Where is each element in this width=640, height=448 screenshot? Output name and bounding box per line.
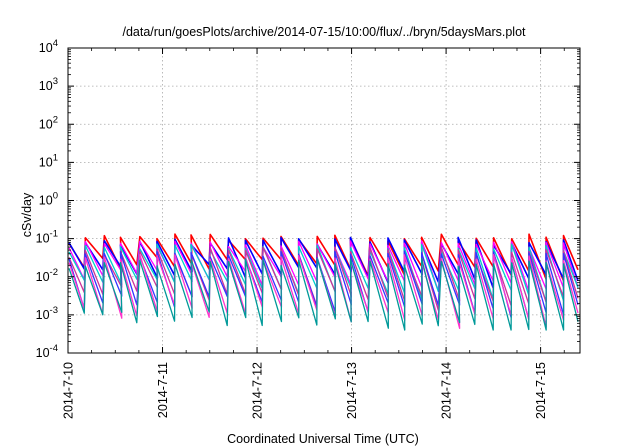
x-tick-label: 2014-7-13 — [345, 362, 359, 419]
chart-title: /data/run/goesPlots/archive/2014-07-15/1… — [122, 25, 526, 39]
x-tick-label: 2014-7-10 — [62, 362, 76, 419]
y-tick-label: 10-1 — [36, 229, 58, 246]
series-line — [68, 257, 579, 331]
x-tick-label: 2014-7-11 — [156, 362, 170, 418]
series-line — [68, 253, 579, 330]
x-tick-label: 2014-7-14 — [440, 362, 454, 419]
y-tick-label: 10-4 — [36, 343, 58, 360]
x-tick-label: 2014-7-12 — [251, 362, 265, 419]
y-tick-label: 103 — [39, 76, 58, 93]
y-tick-label: 101 — [39, 152, 58, 169]
grid-lines — [68, 48, 580, 353]
y-tick-label: 10-2 — [36, 267, 58, 284]
y-axis-label: cSv/day — [20, 192, 34, 237]
y-axis-ticks: 10-4 10-3 10-2 10-1 100 101 102 103 104 — [36, 38, 580, 360]
series-layer — [68, 233, 579, 331]
y-tick-label: 100 — [39, 191, 58, 208]
x-axis-label: Coordinated Universal Time (UTC) — [227, 432, 419, 446]
y-tick-label: 10-3 — [36, 305, 58, 322]
x-axis-ticks: 2014-7-10 2014-7-11 2014-7-12 2014-7-13 2014… — [62, 48, 565, 419]
y-tick-label: 102 — [39, 114, 58, 131]
y-tick-label: 104 — [39, 38, 58, 55]
x-tick-label: 2014-7-15 — [534, 362, 548, 419]
